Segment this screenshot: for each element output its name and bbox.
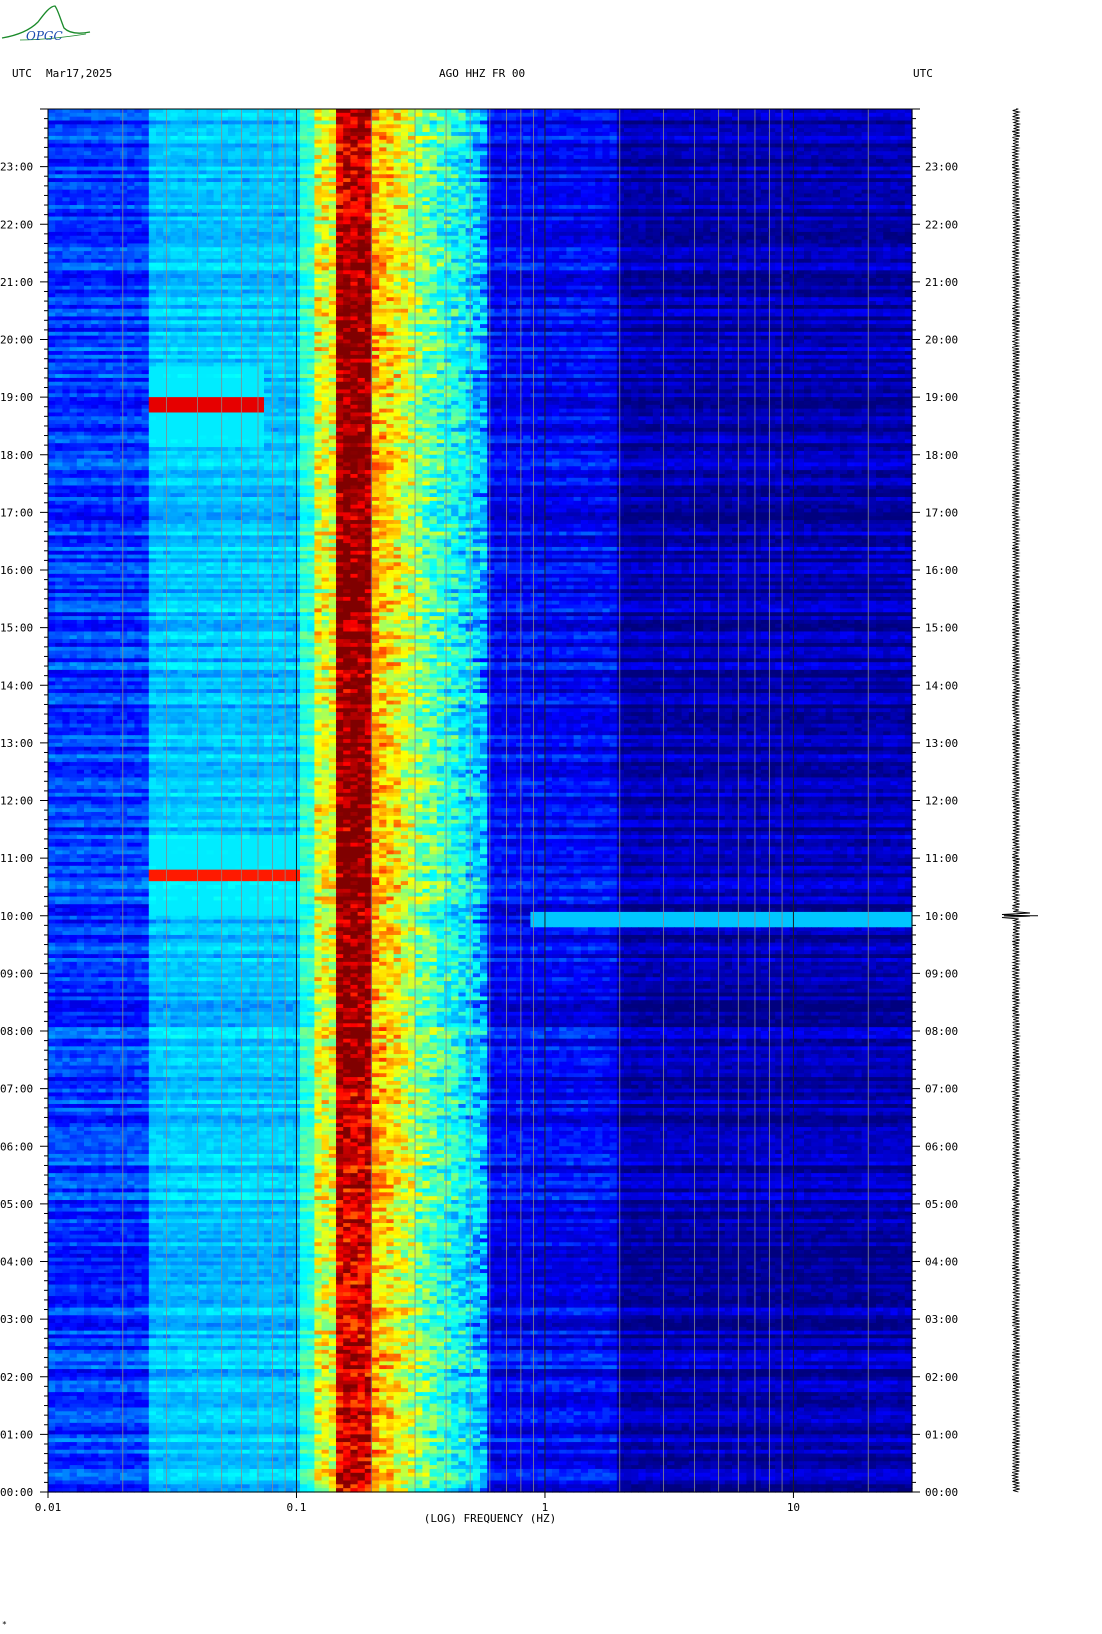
y-tick-label-right: 16:00: [925, 564, 958, 577]
y-tick-label-right: 23:00: [925, 161, 958, 174]
y-tick-label-right: 11:00: [925, 852, 958, 865]
y-tick-label-left: 13:00: [0, 737, 33, 750]
y-tick-label-left: 07:00: [0, 1083, 33, 1096]
frequency-axis: 0.01 0.1 1 10: [35, 1492, 800, 1514]
y-tick-label-left: 04:00: [0, 1256, 33, 1269]
seismogram-trace: [1002, 109, 1038, 1492]
y-tick-label-left: 22:00: [0, 218, 33, 231]
y-tick-label-left: 17:00: [0, 506, 33, 519]
x-tick-label: 10: [787, 1501, 800, 1514]
y-tick-label-right: 00:00: [925, 1486, 958, 1499]
y-tick-label-right: 12:00: [925, 795, 958, 808]
y-tick-label-right: 01:00: [925, 1428, 958, 1441]
y-tick-label-left: 15:00: [0, 622, 33, 635]
y-tick-label-left: 19:00: [0, 391, 33, 404]
footer-mark: *: [2, 1620, 7, 1629]
y-tick-label-left: 20:00: [0, 334, 33, 347]
y-tick-label-left: 16:00: [0, 564, 33, 577]
y-tick-label-right: 20:00: [925, 334, 958, 347]
y-tick-label-left: 12:00: [0, 795, 33, 808]
y-tick-label-right: 02:00: [925, 1371, 958, 1384]
y-tick-label-left: 10:00: [0, 910, 33, 923]
x-axis-label: (LOG) FREQUENCY (HZ): [424, 1512, 556, 1525]
y-tick-label-left: 06:00: [0, 1140, 33, 1153]
y-tick-label-left: 18:00: [0, 449, 33, 462]
spectrogram-heatmap: [48, 109, 913, 1493]
y-tick-label-left: 00:00: [0, 1486, 33, 1499]
trace-line: [1002, 109, 1030, 1492]
x-tick-label: 0.01: [35, 1501, 62, 1514]
y-tick-label-left: 01:00: [0, 1428, 33, 1441]
y-tick-label-right: 07:00: [925, 1083, 958, 1096]
y-tick-label-right: 17:00: [925, 506, 958, 519]
y-tick-label-right: 22:00: [925, 218, 958, 231]
y-tick-label-right: 03:00: [925, 1313, 958, 1326]
y-tick-label-left: 11:00: [0, 852, 33, 865]
y-tick-label-right: 06:00: [925, 1140, 958, 1153]
x-tick-label: 0.1: [287, 1501, 307, 1514]
y-tick-label-right: 21:00: [925, 276, 958, 289]
y-tick-label-left: 05:00: [0, 1198, 33, 1211]
y-tick-label-right: 13:00: [925, 737, 958, 750]
y-tick-label-right: 15:00: [925, 622, 958, 635]
y-tick-label-right: 04:00: [925, 1256, 958, 1269]
y-tick-label-left: 03:00: [0, 1313, 33, 1326]
y-tick-label-left: 23:00: [0, 161, 33, 174]
y-tick-label-right: 08:00: [925, 1025, 958, 1038]
y-tick-label-right: 19:00: [925, 391, 958, 404]
y-tick-label-right: 18:00: [925, 449, 958, 462]
y-tick-label-right: 10:00: [925, 910, 958, 923]
y-tick-label-left: 02:00: [0, 1371, 33, 1384]
y-tick-label-right: 14:00: [925, 679, 958, 692]
y-tick-label-left: 14:00: [0, 679, 33, 692]
y-tick-label-right: 05:00: [925, 1198, 958, 1211]
y-tick-label-left: 09:00: [0, 967, 33, 980]
y-tick-label-left: 21:00: [0, 276, 33, 289]
y-tick-label-right: 09:00: [925, 967, 958, 980]
y-tick-label-left: 08:00: [0, 1025, 33, 1038]
